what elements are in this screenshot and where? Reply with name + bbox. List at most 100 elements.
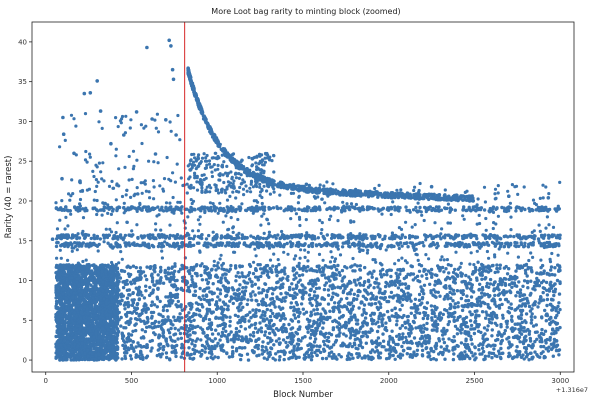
data-point (60, 320, 64, 324)
data-point (422, 323, 426, 327)
data-point (242, 297, 246, 301)
data-point (199, 297, 203, 302)
data-point (526, 327, 530, 332)
data-point (133, 323, 137, 327)
data-point (283, 266, 287, 270)
data-point (82, 316, 86, 320)
data-point (61, 287, 66, 292)
data-point (395, 334, 399, 338)
data-point (272, 322, 276, 327)
data-point (157, 343, 161, 347)
data-point (454, 272, 458, 276)
data-point (540, 327, 544, 332)
data-point (265, 307, 269, 312)
data-point (322, 349, 326, 353)
data-point (94, 283, 98, 287)
data-point (172, 333, 176, 337)
data-point (125, 346, 130, 350)
data-point (251, 271, 256, 276)
data-point (370, 275, 374, 279)
data-point (259, 315, 263, 319)
data-point (299, 302, 304, 306)
data-point (374, 322, 378, 326)
data-point (352, 297, 356, 301)
data-point (528, 293, 532, 297)
data-point (485, 328, 489, 332)
data-point (192, 318, 196, 322)
data-point (96, 287, 100, 291)
data-point (274, 339, 279, 343)
data-point (318, 302, 322, 306)
data-point (245, 302, 249, 307)
data-point (98, 315, 103, 319)
data-point (420, 274, 424, 278)
data-point (470, 342, 474, 346)
data-point (161, 330, 166, 334)
data-point (480, 277, 484, 281)
data-point (223, 302, 227, 307)
data-point (486, 324, 490, 328)
data-point (474, 356, 478, 360)
data-point (129, 317, 133, 321)
data-point (89, 287, 94, 291)
data-point (332, 305, 336, 309)
data-point (328, 309, 332, 313)
data-point (165, 276, 169, 281)
data-point (362, 310, 366, 314)
data-point (508, 345, 512, 349)
data-point (485, 292, 490, 297)
data-point (292, 313, 296, 317)
data-point (356, 322, 360, 326)
data-point (510, 356, 515, 361)
data-point (99, 339, 103, 343)
data-point (545, 297, 550, 302)
data-point (61, 325, 65, 330)
data-point (94, 316, 99, 320)
data-point (297, 273, 302, 278)
data-point (243, 327, 248, 331)
data-point (97, 271, 101, 275)
data-point (78, 299, 83, 304)
data-point (145, 265, 149, 269)
data-point (112, 276, 116, 280)
data-point (124, 321, 128, 325)
data-point (223, 272, 227, 276)
data-point (249, 292, 253, 296)
data-point (465, 294, 469, 298)
data-point (226, 290, 230, 294)
data-point (244, 285, 248, 289)
data-point (141, 270, 146, 274)
data-point (161, 315, 165, 319)
data-point (247, 271, 252, 275)
data-point (109, 331, 113, 336)
data-point (132, 281, 137, 285)
data-point (441, 333, 445, 337)
data-point (203, 268, 207, 273)
data-point (97, 310, 101, 314)
data-point (103, 344, 107, 349)
data-point (459, 296, 464, 301)
data-point (61, 334, 65, 339)
data-point (360, 334, 364, 339)
data-point (160, 352, 164, 356)
data-point (180, 316, 184, 320)
data-point (304, 291, 308, 295)
data-point (263, 333, 267, 337)
data-point (321, 326, 325, 330)
data-point (248, 310, 252, 314)
data-point (294, 300, 298, 305)
data-point (270, 292, 275, 296)
data-point (186, 285, 191, 290)
data-point (144, 310, 148, 314)
data-point (356, 294, 360, 298)
data-point (125, 340, 129, 344)
data-point (351, 356, 355, 360)
data-point (286, 278, 290, 282)
data-point (144, 289, 148, 293)
data-point (213, 355, 217, 359)
data-point (65, 340, 70, 345)
data-point (151, 288, 155, 292)
data-point (255, 354, 259, 358)
data-point (99, 301, 103, 305)
